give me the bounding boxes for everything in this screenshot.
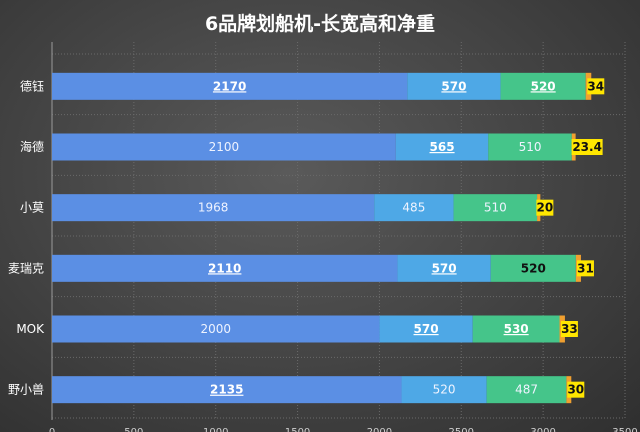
grid-layer <box>51 42 626 420</box>
data-label: 2000 <box>200 322 231 336</box>
bar-segment <box>379 315 473 343</box>
x-tick-label: 0 <box>49 427 55 432</box>
data-label: 23.4 <box>572 140 602 154</box>
x-tick-label: 500 <box>124 427 143 432</box>
data-label: 485 <box>402 201 425 215</box>
data-label: 520 <box>433 383 456 397</box>
bar-segment <box>453 194 538 222</box>
data-label: 30 <box>567 383 584 397</box>
data-label-highlight <box>560 321 578 337</box>
value-axis: 0 500 1000 1500 2000 2500 3000 3500 <box>49 427 638 432</box>
data-label: 2100 <box>209 140 240 154</box>
bar-segment <box>488 133 572 161</box>
data-label: 1968 <box>198 201 229 215</box>
bar-segment <box>397 254 491 282</box>
data-label: 520 <box>531 79 556 93</box>
category-label: 海德 <box>20 139 44 154</box>
data-label: 530 <box>504 322 529 336</box>
category-label: 小莫 <box>20 201 44 215</box>
bar-segment <box>52 315 380 343</box>
category-label: 德钰 <box>20 78 44 93</box>
bar-layer: 2170 570 520 34 2100 565 510 23.4 1968 485 510 20 21… <box>52 72 605 404</box>
data-label: 2170 <box>213 79 246 93</box>
x-tick-label: 2500 <box>449 427 474 432</box>
data-label: 33 <box>561 322 578 336</box>
data-label: 2135 <box>210 383 243 397</box>
data-label: 570 <box>432 261 457 275</box>
bar-segment <box>407 72 501 100</box>
data-label: 20 <box>537 201 554 215</box>
data-label-highlight <box>536 199 554 216</box>
bar-segment <box>52 72 408 100</box>
category-label: 野小兽 <box>8 383 44 397</box>
data-label-highlight <box>571 139 603 155</box>
data-label: 565 <box>430 140 455 154</box>
bar-segment <box>52 133 396 161</box>
data-label: 2110 <box>208 261 241 275</box>
data-label: 520 <box>521 261 546 275</box>
data-label: 570 <box>414 322 439 336</box>
x-tick-label: 2000 <box>367 427 392 432</box>
data-label: 510 <box>484 201 507 215</box>
bar-segment <box>52 254 398 282</box>
x-tick-label: 1500 <box>285 427 310 432</box>
bar-segment <box>52 194 375 222</box>
bar-segment <box>500 72 586 100</box>
data-label: 31 <box>577 261 594 275</box>
data-label-highlight <box>587 78 605 95</box>
chart-title: 6品牌划船机-长宽高和净重 <box>205 12 435 35</box>
x-tick-label: 3500 <box>612 427 637 432</box>
data-label-highlight <box>567 381 585 398</box>
x-tick-label: 3000 <box>530 427 555 432</box>
data-label: 487 <box>515 383 538 397</box>
bar-segment <box>490 254 576 282</box>
bar-segment <box>401 376 487 404</box>
bar-segment <box>486 376 567 404</box>
data-label: 510 <box>519 140 542 154</box>
bar-segment <box>374 194 454 222</box>
data-label: 570 <box>441 79 466 93</box>
x-tick-label: 1000 <box>203 427 228 432</box>
bar-segment <box>472 315 560 343</box>
data-label-highlight <box>576 260 594 277</box>
bar-segment <box>52 376 402 404</box>
category-label: MOK <box>16 322 45 336</box>
bar-segment <box>395 133 489 161</box>
data-label: 34 <box>587 79 604 93</box>
category-label: 麦瑞克 <box>8 261 44 275</box>
